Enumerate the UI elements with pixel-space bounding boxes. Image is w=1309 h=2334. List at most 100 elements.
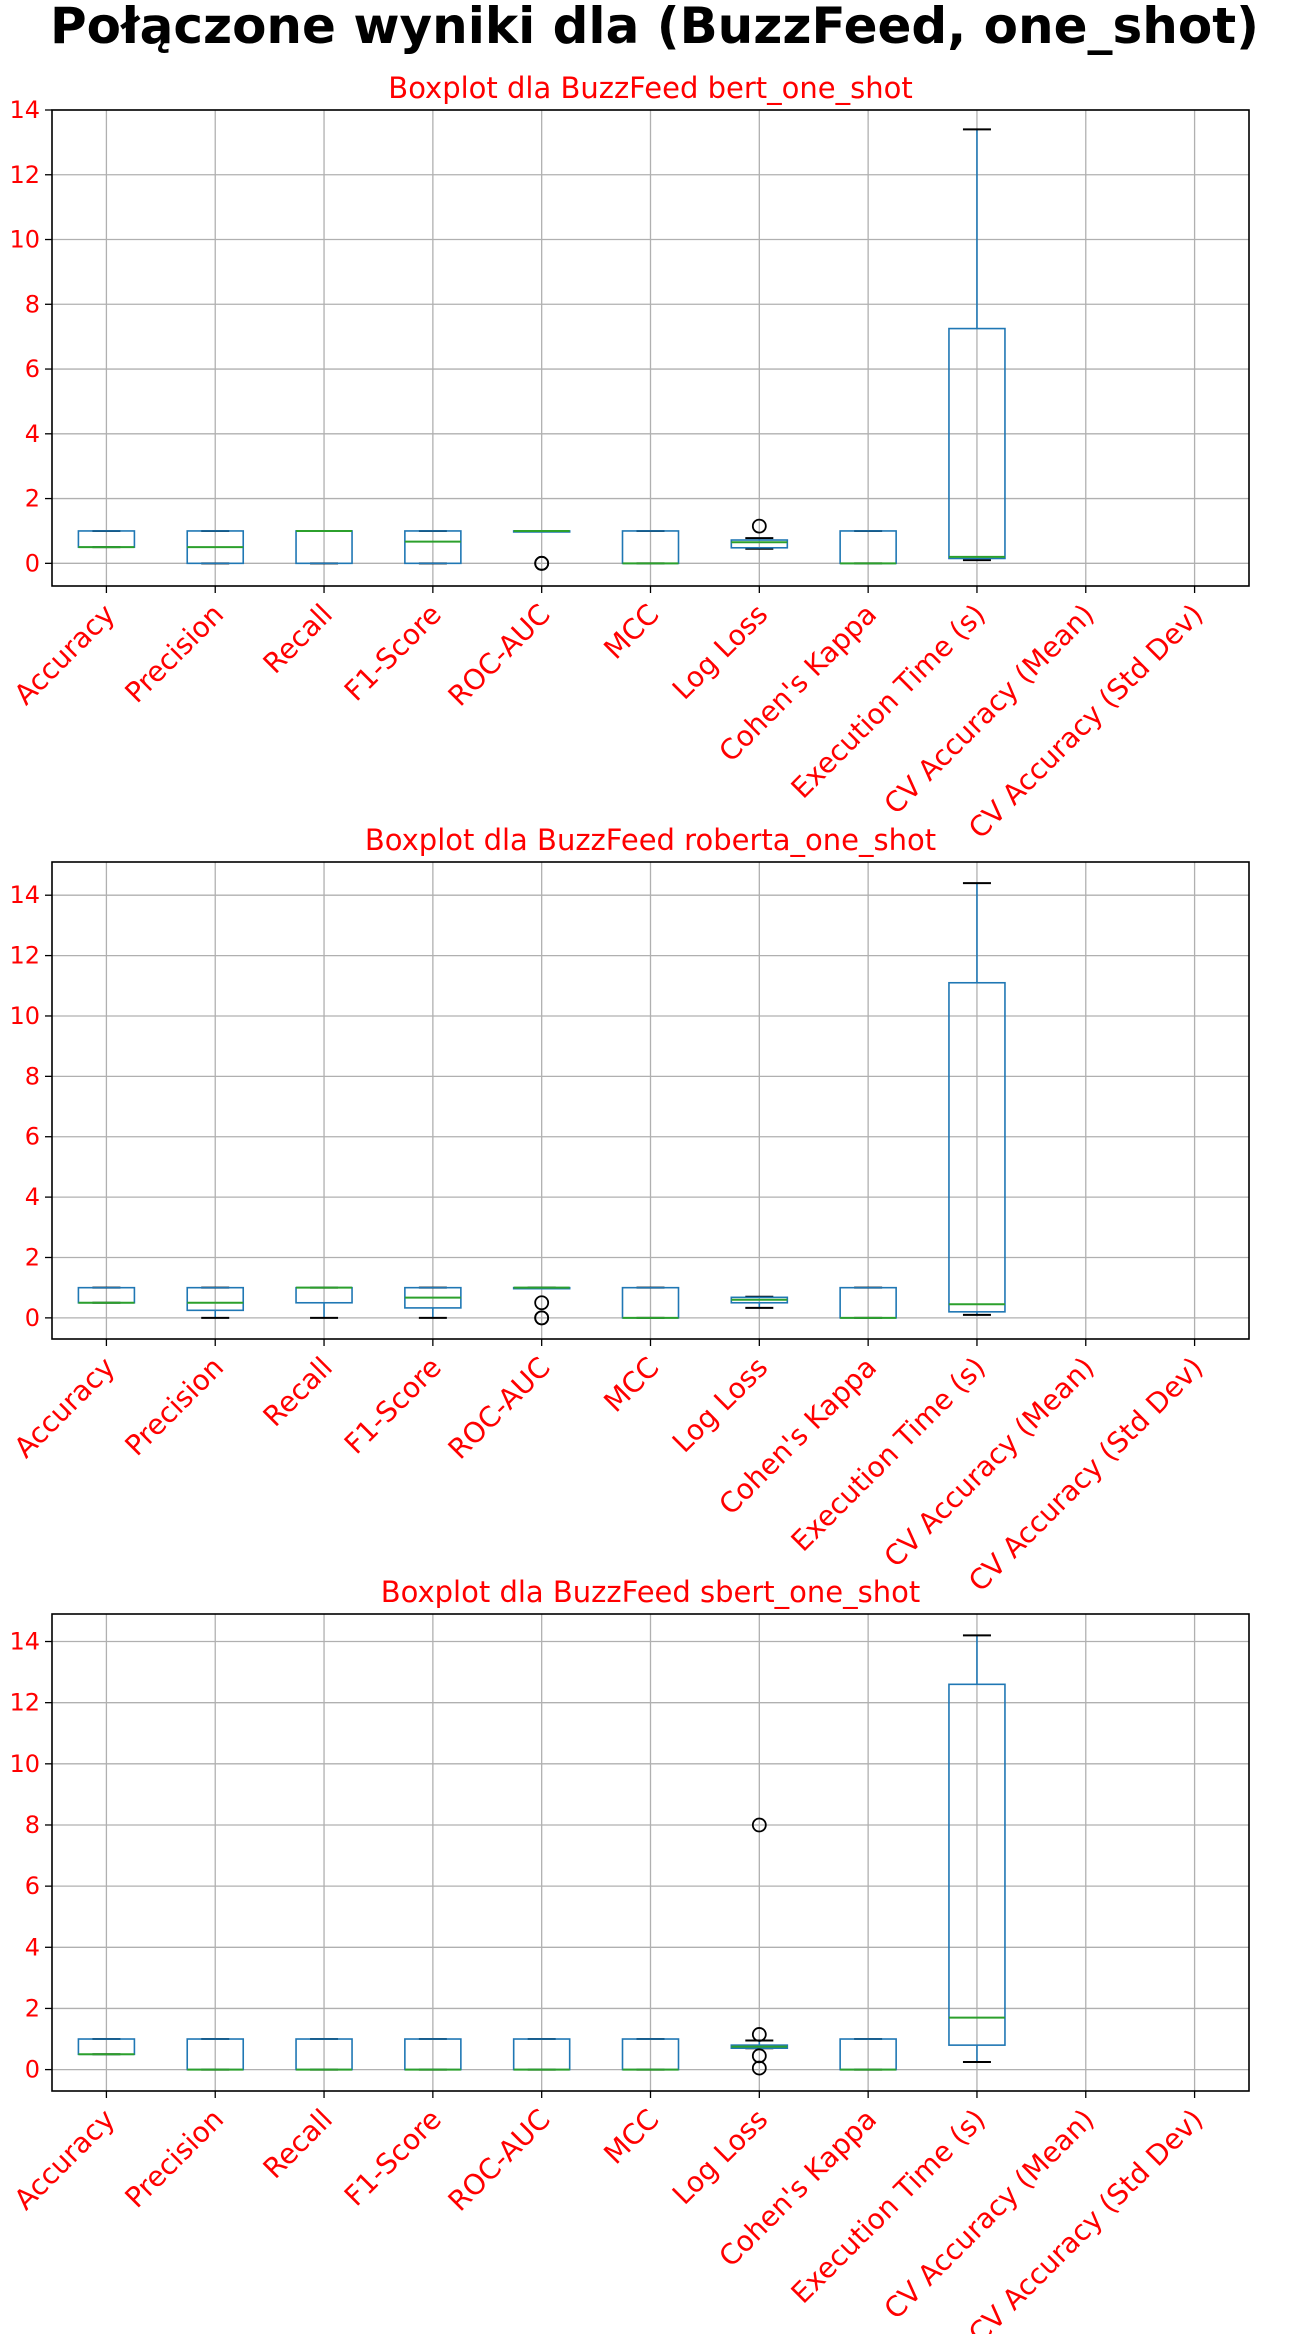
box-cohen-s-kappa <box>839 1286 897 1319</box>
x-tick-label-roc-auc: ROC-AUC <box>442 1351 557 1466</box>
x-tick-label-precision: Precision <box>118 598 230 710</box>
x-tick-label-accuracy: Accuracy <box>8 1351 122 1465</box>
axes-frame <box>51 109 1250 587</box>
y-tick-label: 14 <box>9 1628 40 1656</box>
panel-title: Boxplot dla BuzzFeed bert_one_shot <box>388 71 912 105</box>
y-tick-label: 0 <box>25 1304 40 1332</box>
iqr-box <box>730 539 789 549</box>
outlier-point <box>751 518 767 534</box>
y-tick-label: 4 <box>25 1933 40 1961</box>
box-precision <box>186 2038 245 2071</box>
iqr-box <box>186 1286 245 1312</box>
axes-frame <box>51 861 1250 1340</box>
y-tick-label: 2 <box>25 485 40 513</box>
y-tick-label: 6 <box>25 355 40 383</box>
outlier-point <box>534 1295 550 1311</box>
box-f1-score <box>404 2038 462 2071</box>
boxplot-panel-2: Boxplot dla BuzzFeed roberta_one_shot 0 2 4… <box>8 823 1250 1598</box>
axes-frame <box>51 1613 1250 2092</box>
y-tick-label: 12 <box>9 161 40 189</box>
x-tick-label-mcc: MCC <box>597 598 665 666</box>
box-log-loss <box>730 518 789 550</box>
box-execution-time-s <box>948 882 1006 1316</box>
box-execution-time-s <box>948 1634 1006 2063</box>
iqr-box <box>404 530 462 565</box>
box-log-loss <box>730 1295 789 1309</box>
y-tick-label: 12 <box>9 1689 40 1717</box>
box-cohen-s-kappa <box>839 2038 897 2071</box>
x-tick-label-log-loss: Log Loss <box>666 598 774 706</box>
boxplot-panel-1: Boxplot dla BuzzFeed bert_one_shot 0 2 4 6 8 1… <box>8 71 1250 845</box>
box-log-loss <box>730 1817 789 2076</box>
x-tick-label-accuracy: Accuracy <box>8 2103 122 2217</box>
box-execution-time-s <box>948 128 1006 562</box>
y-tick-label: 4 <box>25 420 40 448</box>
box-accuracy <box>77 529 136 549</box>
y-tick-label: 14 <box>9 881 40 909</box>
x-tick-label-f1-score: F1-Score <box>338 598 448 708</box>
y-tick-label: 10 <box>9 226 40 254</box>
outlier-point <box>751 1817 767 1833</box>
x-tick-label-execution-time-s: Execution Time (s) <box>785 598 992 805</box>
x-tick-label-recall: Recall <box>257 598 339 680</box>
box-roc-auc <box>512 1286 571 1326</box>
x-tick-label-log-loss: Log Loss <box>666 2103 774 2211</box>
box-precision <box>186 1286 245 1319</box>
box-roc-auc <box>512 529 571 571</box>
panel-title: Boxplot dla BuzzFeed roberta_one_shot <box>365 823 936 857</box>
box-accuracy <box>77 1286 136 1304</box>
y-tick-label: 0 <box>25 2056 40 2084</box>
box-f1-score <box>404 529 462 565</box>
box-recall <box>295 1286 353 1319</box>
iqr-box <box>948 981 1006 1313</box>
y-tick-label: 8 <box>25 290 40 318</box>
boxplot-panel-3: Boxplot dla BuzzFeed sbert_one_shot 0 2 4 6 8… <box>8 1575 1250 2334</box>
x-tick-label-cv-accuracy-mean: CV Accuracy (Mean) <box>878 1351 1101 1574</box>
x-tick-label-recall: Recall <box>257 1351 339 1433</box>
y-tick-label: 8 <box>25 1062 40 1090</box>
y-tick-label: 2 <box>25 1243 40 1271</box>
y-tick-label: 10 <box>9 1750 40 1778</box>
y-tick-label: 0 <box>25 549 40 577</box>
y-tick-label: 6 <box>25 1123 40 1151</box>
x-tick-label-roc-auc: ROC-AUC <box>442 598 557 713</box>
x-tick-label-cv-accuracy-mean: CV Accuracy (Mean) <box>878 598 1101 821</box>
y-tick-label: 8 <box>25 1811 40 1839</box>
x-tick-label-log-loss: Log Loss <box>666 1351 774 1459</box>
box-roc-auc <box>512 2038 571 2071</box>
x-tick-label-precision: Precision <box>118 2103 230 2215</box>
x-tick-label-mcc: MCC <box>597 1351 665 1419</box>
x-tick-label-execution-time-s: Execution Time (s) <box>785 2103 992 2310</box>
box-mcc <box>621 529 680 565</box>
box-precision <box>186 529 245 565</box>
box-mcc <box>621 1286 680 1319</box>
box-mcc <box>621 2038 680 2071</box>
box-accuracy <box>77 2038 136 2056</box>
x-tick-label-execution-time-s: Execution Time (s) <box>785 1351 992 1558</box>
x-tick-label-accuracy: Accuracy <box>8 598 122 712</box>
iqr-box <box>948 1683 1006 2046</box>
y-tick-label: 14 <box>9 96 40 124</box>
y-tick-label: 2 <box>25 1994 40 2022</box>
x-tick-label-f1-score: F1-Score <box>338 2103 448 2213</box>
x-tick-label-recall: Recall <box>257 2103 339 2185</box>
box-f1-score <box>404 1286 462 1319</box>
x-tick-label-cv-accuracy-mean: CV Accuracy (Mean) <box>878 2103 1101 2326</box>
x-tick-label-mcc: MCC <box>597 2103 665 2171</box>
x-tick-label-precision: Precision <box>118 1351 230 1463</box>
box-recall <box>295 529 353 565</box>
outlier-point <box>534 1310 550 1326</box>
box-cohen-s-kappa <box>839 529 897 565</box>
outlier-point <box>751 2060 767 2076</box>
y-tick-label: 12 <box>9 942 40 970</box>
y-tick-label: 10 <box>9 1002 40 1030</box>
outlier-point <box>751 2027 767 2042</box>
y-tick-label: 4 <box>25 1183 40 1211</box>
x-tick-label-roc-auc: ROC-AUC <box>442 2103 557 2218</box>
iqr-box <box>948 327 1006 560</box>
box-recall <box>295 2038 353 2071</box>
outlier-point <box>534 555 550 571</box>
x-tick-label-f1-score: F1-Score <box>338 1351 448 1461</box>
figure-title: Połączone wyniki dla (BuzzFeed, one_shot… <box>50 0 1259 55</box>
